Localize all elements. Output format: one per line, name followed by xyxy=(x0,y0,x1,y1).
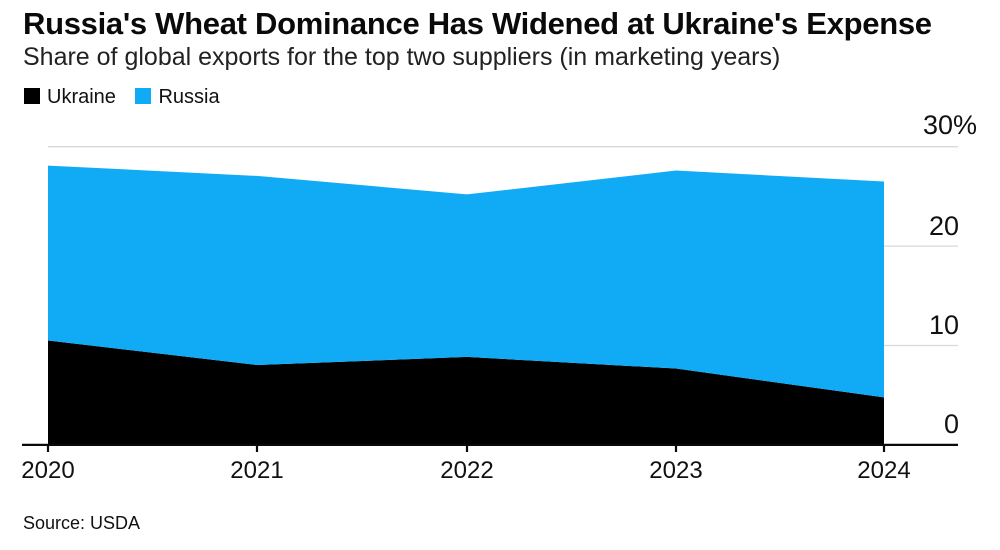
svg-text:30%: 30% xyxy=(923,110,977,140)
svg-text:20: 20 xyxy=(929,211,959,241)
svg-text:2020: 2020 xyxy=(21,457,74,484)
svg-text:2024: 2024 xyxy=(857,457,910,484)
svg-text:2023: 2023 xyxy=(649,457,702,484)
svg-text:2021: 2021 xyxy=(230,457,283,484)
svg-text:0: 0 xyxy=(944,409,959,439)
svg-text:10: 10 xyxy=(929,310,959,340)
svg-text:2022: 2022 xyxy=(440,457,493,484)
